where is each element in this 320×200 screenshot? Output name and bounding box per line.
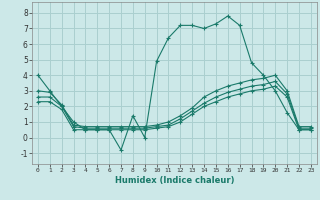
X-axis label: Humidex (Indice chaleur): Humidex (Indice chaleur) bbox=[115, 176, 234, 185]
